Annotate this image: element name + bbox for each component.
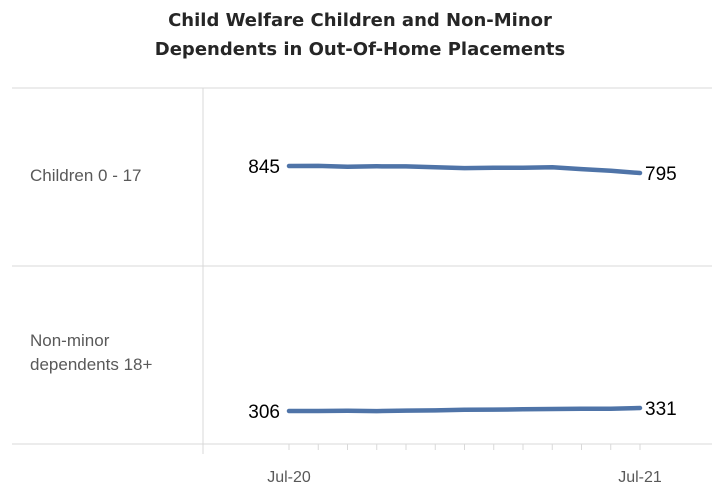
series-layer [286,163,643,414]
row-label-children: Children 0 - 17 [30,164,142,188]
chart-title-line-2: Dependents in Out-Of-Home Placements [154,39,566,60]
series-line-children [286,163,643,176]
data-label-non-minor-end: 331 [645,399,677,420]
row-label-non-minor: Non-minor dependents 18+ [30,329,152,377]
data-label-non-minor-start: 306 [248,402,280,423]
label-layer: 845 795 306 331 [248,157,676,423]
grid-layer [12,87,712,454]
data-label-children-end: 795 [645,164,677,185]
x-tick-labels: Jul-20 Jul-21 [267,469,662,486]
x-tick-label-end: Jul-21 [618,469,662,486]
row-label-non-minor-line-1: Non-minor [30,331,110,350]
row-label-children-line-1: Children 0 - 17 [30,166,142,185]
chart-title: Child Welfare Children and Non-Minor Dep… [0,6,720,64]
data-label-children-start: 845 [248,157,280,178]
series-line-non-minor [286,405,643,414]
tick-layer [288,444,641,450]
chart-title-line-1: Child Welfare Children and Non-Minor [168,10,552,31]
x-tick-label-start: Jul-20 [267,469,311,486]
row-label-non-minor-line-2: dependents 18+ [30,355,153,374]
